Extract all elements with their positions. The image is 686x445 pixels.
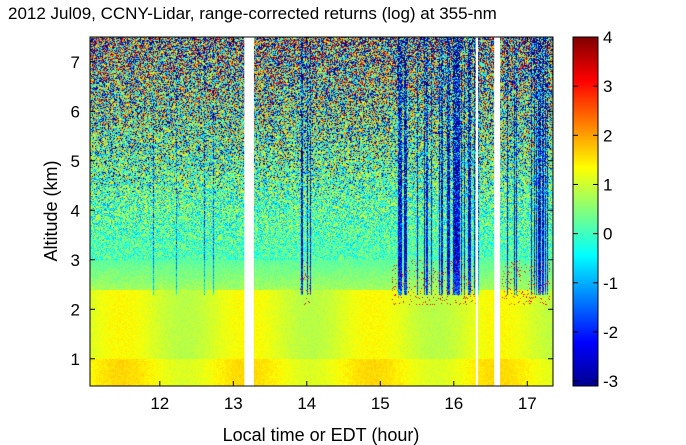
colorbar: 4 3 2 1 0 -1 -2 -3: [572, 28, 618, 391]
x-axis-label: Local time or EDT (hour): [223, 425, 420, 445]
data-gap: [494, 37, 501, 386]
data-gap: [475, 37, 479, 386]
colorbar-tick-label: 2: [603, 126, 612, 145]
y-tick-label: 4: [71, 201, 80, 220]
x-tick-label: 16: [444, 394, 463, 413]
x-tick-label: 12: [150, 394, 169, 413]
colorbar-tick-label: 4: [603, 28, 612, 47]
colorbar-tick-label: -3: [603, 372, 618, 391]
x-tick-label: 15: [371, 394, 390, 413]
y-tick-label: 2: [71, 300, 80, 319]
colorbar-tick-label: 3: [603, 77, 612, 96]
chart-title: 2012 Jul09, CCNY-Lidar, range-corrected …: [8, 4, 497, 23]
x-tick-label: 17: [518, 394, 537, 413]
y-tick-label: 7: [71, 53, 80, 72]
colorbar-gradient: [572, 36, 599, 387]
y-tick-label: 6: [71, 102, 80, 121]
colorbar-tick-label: -2: [603, 323, 618, 342]
heatmap-image: [90, 37, 553, 386]
x-tick-label: 14: [297, 394, 316, 413]
colorbar-tick-label: 0: [603, 225, 612, 244]
y-axis-label: Altitude (km): [41, 160, 61, 261]
y-tick-label: 5: [71, 152, 80, 171]
y-tick-label: 3: [71, 251, 80, 270]
colorbar-tick-label: -1: [603, 274, 618, 293]
colorbar-tick-label: 1: [603, 175, 612, 194]
x-tick-label: 13: [224, 394, 243, 413]
data-gap: [244, 37, 254, 386]
y-tick-label: 1: [71, 350, 80, 369]
plot-frame: [89, 36, 554, 387]
